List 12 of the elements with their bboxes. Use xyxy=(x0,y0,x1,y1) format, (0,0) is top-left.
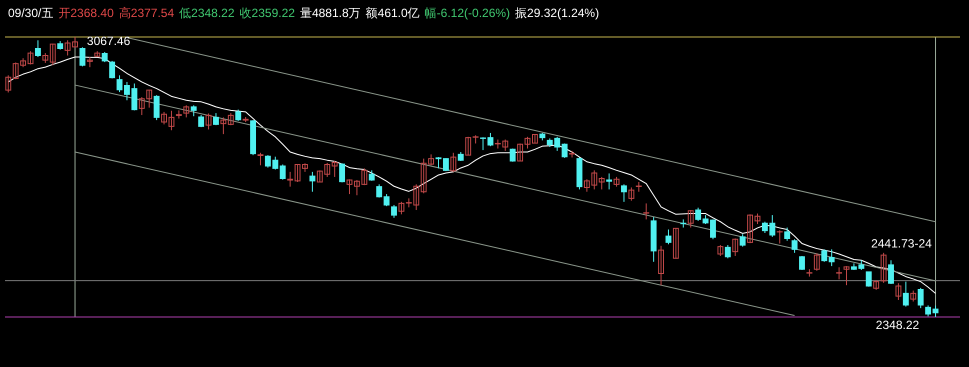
text: 幅-6.12(-0.26%) xyxy=(424,6,510,20)
chart-title: 09/30/五 xyxy=(8,6,54,20)
text: 高2377.54 xyxy=(118,6,174,20)
ref-line-label: 2441.73-24 xyxy=(871,236,932,251)
text: 额461.0亿 xyxy=(366,6,420,20)
text: 开2368.40 xyxy=(58,6,114,20)
text: 量4881.8万 xyxy=(300,6,361,20)
text: 2348.22 xyxy=(876,318,920,332)
text: 振29.32(1.24%) xyxy=(515,6,600,20)
annotation: 3067.46 xyxy=(86,34,131,48)
text: 低2348.22 xyxy=(179,6,235,20)
text: 收2359.22 xyxy=(240,6,295,20)
